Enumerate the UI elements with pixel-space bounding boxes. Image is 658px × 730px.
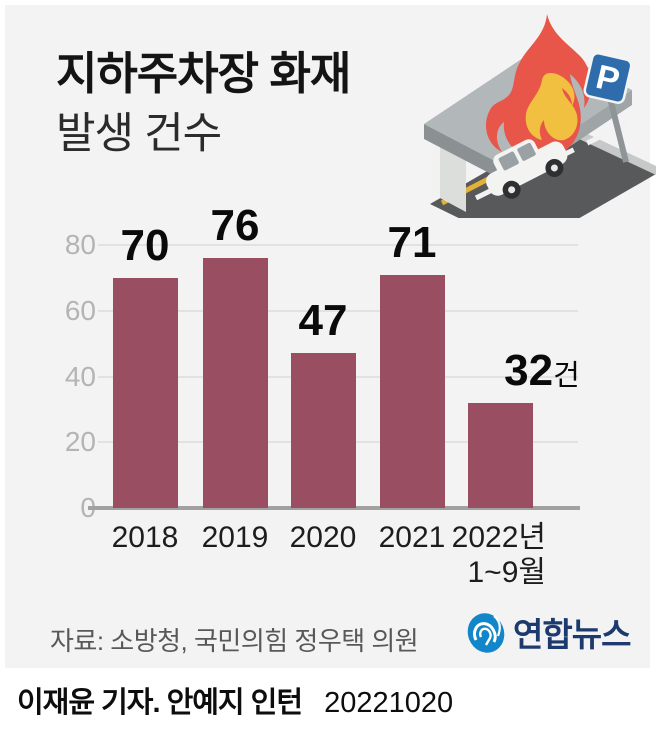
car-icon [486,139,568,199]
pillar-front [440,140,466,212]
source-note: 자료: 소방청, 국민의힘 정우택 의원 [50,626,419,656]
reporter-credit: 이재윤 기자. 안예지 인턴 [17,687,303,719]
pillar-side [432,136,440,198]
page-title: 지하주차장 화재 [56,48,351,99]
publish-date: 20221020 [324,687,454,719]
flame-inner-icon [525,73,578,141]
yonhap-globe-icon [467,613,505,653]
underground-parking-fire-illustration: P [424,14,656,218]
footer-credit-line: 이재윤 기자. 안예지 인턴 20221020 [17,679,647,721]
page-subtitle: 발생 건수 [56,110,222,158]
logo-text: 연합뉴스 [513,616,631,653]
sign-pole [607,97,629,163]
roof-edge-left [424,124,512,185]
yonhap-logo: 연합뉴스 [464,608,631,656]
parking-sign-icon: P [583,52,633,104]
